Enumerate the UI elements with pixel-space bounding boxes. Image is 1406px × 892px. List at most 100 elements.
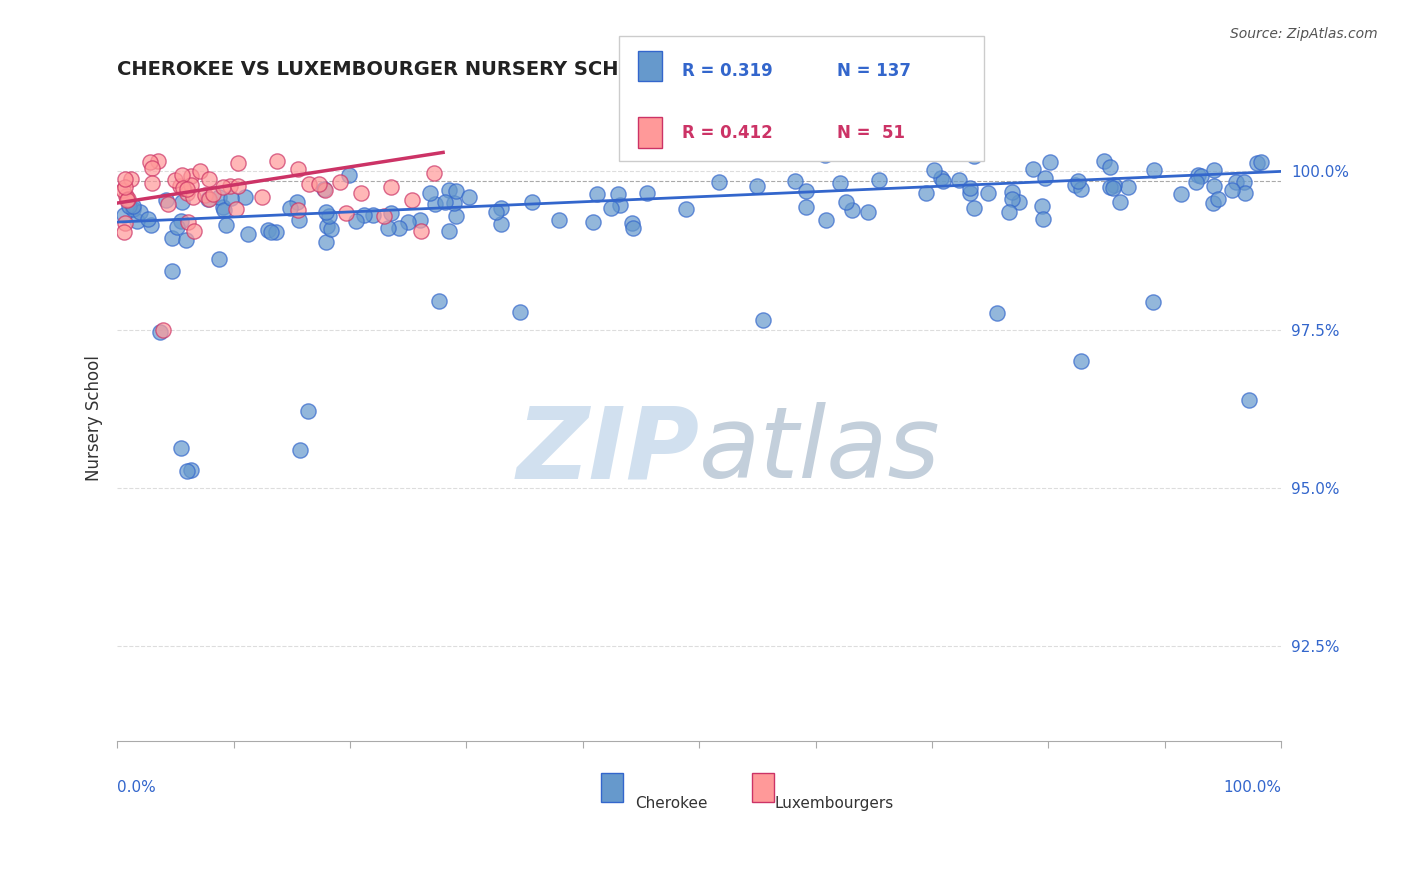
- Point: [485, 205, 508, 219]
- Point: [1070, 354, 1092, 368]
- Point: [1232, 175, 1254, 189]
- Point: [297, 404, 319, 418]
- Point: [314, 184, 336, 198]
- Point: [1070, 181, 1092, 195]
- Point: [180, 463, 202, 477]
- Point: [1102, 181, 1125, 195]
- Point: [288, 213, 311, 227]
- Point: [112, 225, 135, 239]
- Text: N = 137: N = 137: [837, 62, 911, 79]
- Point: [1202, 178, 1225, 193]
- Point: [1031, 199, 1053, 213]
- Point: [208, 190, 231, 204]
- Point: [188, 164, 211, 178]
- Point: [129, 205, 152, 219]
- Point: [489, 217, 512, 231]
- Point: [335, 206, 357, 220]
- Point: [344, 214, 367, 228]
- Point: [287, 162, 309, 177]
- Point: [266, 225, 288, 239]
- Point: [1104, 178, 1126, 192]
- Point: [114, 179, 136, 194]
- Point: [163, 173, 186, 187]
- Point: [444, 209, 467, 223]
- Point: [197, 192, 219, 206]
- Point: [458, 190, 481, 204]
- Point: [423, 197, 446, 211]
- Point: [212, 180, 235, 194]
- Point: [752, 312, 775, 326]
- Point: [118, 199, 141, 213]
- Point: [122, 199, 145, 213]
- Text: Source: ZipAtlas.com: Source: ZipAtlas.com: [1230, 27, 1378, 41]
- Point: [170, 214, 193, 228]
- Point: [401, 193, 423, 207]
- Point: [1098, 160, 1121, 174]
- Point: [181, 190, 204, 204]
- Point: [212, 201, 235, 215]
- Point: [225, 202, 247, 217]
- Point: [337, 168, 360, 182]
- Point: [201, 187, 224, 202]
- Point: [1204, 162, 1226, 177]
- Point: [122, 202, 145, 216]
- Point: [963, 201, 986, 215]
- Point: [194, 188, 217, 202]
- Point: [315, 235, 337, 250]
- Text: 100.0%: 100.0%: [1223, 780, 1281, 795]
- Point: [308, 177, 330, 191]
- Point: [257, 223, 280, 237]
- Point: [176, 182, 198, 196]
- Point: [219, 191, 242, 205]
- Point: [856, 205, 879, 219]
- Text: Luxembourgers: Luxembourgers: [775, 796, 894, 811]
- Point: [298, 177, 321, 191]
- Point: [141, 218, 163, 232]
- Point: [111, 183, 134, 197]
- Point: [427, 294, 450, 309]
- Point: [1250, 155, 1272, 169]
- Point: [1092, 154, 1115, 169]
- Point: [582, 215, 605, 229]
- Point: [226, 156, 249, 170]
- Point: [948, 173, 970, 187]
- Point: [785, 173, 807, 187]
- Point: [959, 186, 981, 200]
- Point: [986, 306, 1008, 320]
- Point: [329, 176, 352, 190]
- Point: [127, 214, 149, 228]
- Text: 0.0%: 0.0%: [117, 780, 156, 795]
- Point: [1033, 170, 1056, 185]
- Text: atlas: atlas: [699, 402, 941, 500]
- Point: [176, 186, 198, 201]
- Point: [233, 190, 256, 204]
- Point: [117, 192, 139, 206]
- Point: [489, 202, 512, 216]
- Point: [998, 205, 1021, 219]
- Point: [411, 224, 433, 238]
- Point: [180, 178, 202, 193]
- Point: [1001, 185, 1024, 199]
- Point: [929, 170, 952, 185]
- Point: [835, 194, 858, 209]
- Point: [1187, 168, 1209, 182]
- Point: [114, 189, 136, 203]
- Point: [316, 219, 339, 234]
- Text: R = 0.412: R = 0.412: [682, 124, 773, 142]
- Text: Cherokee: Cherokee: [636, 796, 707, 811]
- Point: [396, 215, 419, 229]
- Point: [600, 201, 623, 215]
- Point: [1222, 183, 1244, 197]
- Point: [794, 200, 817, 214]
- Point: [380, 205, 402, 219]
- Point: [170, 441, 193, 455]
- Point: [1201, 196, 1223, 211]
- Point: [278, 202, 301, 216]
- Point: [208, 252, 231, 267]
- Point: [287, 203, 309, 218]
- Point: [112, 209, 135, 223]
- Point: [155, 193, 177, 207]
- Point: [114, 172, 136, 186]
- Point: [139, 154, 162, 169]
- Point: [1008, 194, 1031, 209]
